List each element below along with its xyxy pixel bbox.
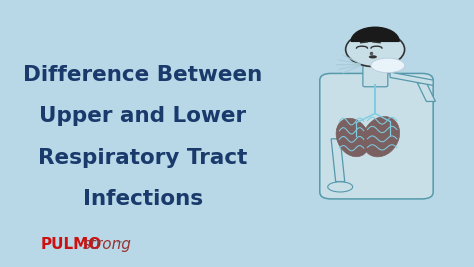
- Ellipse shape: [336, 118, 370, 157]
- Ellipse shape: [363, 117, 400, 157]
- Text: Difference Between: Difference Between: [23, 65, 263, 85]
- Text: Upper and Lower: Upper and Lower: [39, 106, 246, 126]
- FancyBboxPatch shape: [320, 73, 433, 199]
- Polygon shape: [390, 72, 433, 85]
- Polygon shape: [417, 83, 436, 101]
- Text: PULMO: PULMO: [41, 237, 102, 252]
- Ellipse shape: [369, 55, 377, 58]
- Wedge shape: [351, 27, 399, 41]
- Text: strong: strong: [83, 237, 132, 252]
- Polygon shape: [331, 139, 345, 182]
- Circle shape: [346, 32, 405, 67]
- Text: Respiratory Tract: Respiratory Tract: [38, 148, 247, 167]
- Text: Infections: Infections: [83, 189, 203, 209]
- Text: ™: ™: [116, 240, 123, 246]
- Ellipse shape: [371, 58, 405, 73]
- FancyBboxPatch shape: [363, 65, 388, 87]
- Ellipse shape: [328, 182, 353, 192]
